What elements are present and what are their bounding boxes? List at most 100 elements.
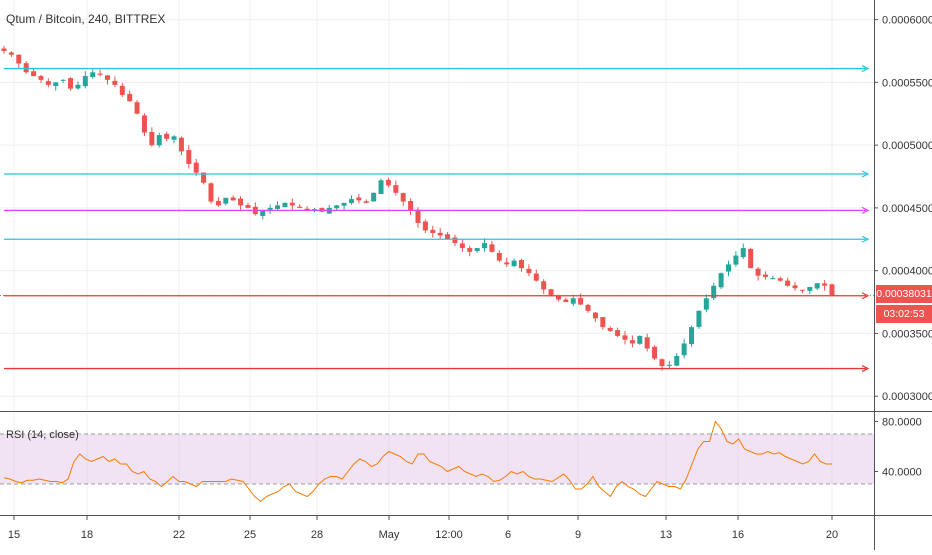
candle [703, 298, 709, 310]
rsi-tick-label: 80.0000 [882, 417, 922, 429]
candle [282, 202, 288, 208]
ray-arrow [861, 206, 870, 214]
candle [829, 284, 835, 296]
candle [149, 132, 155, 146]
candle [230, 197, 236, 201]
countdown-tag: 03:02:53 [876, 305, 932, 323]
candle [75, 84, 81, 89]
candle [607, 327, 613, 331]
candle [23, 63, 29, 73]
candle [592, 312, 598, 319]
candle [733, 255, 739, 265]
candle [467, 248, 473, 252]
chart-title: Qtum / Bitcoin, 240, BITTREX [6, 12, 166, 26]
candle [659, 359, 665, 367]
candle [400, 193, 406, 202]
candle [68, 78, 74, 89]
candle [459, 243, 465, 249]
candle [496, 252, 502, 261]
candle [504, 262, 510, 265]
candle [792, 285, 798, 289]
candle [348, 199, 354, 204]
candle [186, 150, 192, 164]
time-tick-label: May [379, 529, 400, 541]
candle [393, 185, 399, 193]
candle [541, 281, 547, 290]
candle [629, 340, 635, 344]
candle [60, 79, 66, 81]
candle [533, 273, 539, 281]
candle [644, 337, 650, 349]
candle [415, 209, 421, 223]
candle [127, 93, 133, 102]
candle [711, 285, 717, 299]
candle [482, 243, 488, 249]
candle [53, 82, 59, 87]
candle [807, 286, 813, 291]
candle [674, 356, 680, 366]
time-tick-label: 16 [732, 529, 744, 541]
candle [519, 260, 524, 269]
candle [156, 135, 162, 146]
candle [16, 54, 22, 64]
candle [814, 283, 820, 289]
candle [622, 335, 628, 340]
candle [238, 198, 244, 206]
rsi-tick-label: 40.0000 [882, 467, 922, 479]
candle [615, 330, 621, 336]
candle [334, 205, 340, 209]
time-tick-label: 6 [505, 529, 511, 541]
last-price-tag: 0.00038031 [876, 285, 932, 303]
time-tick-label: 12:00 [435, 529, 463, 541]
candle [341, 202, 347, 206]
candle [578, 298, 584, 305]
price-tick-label: 0.00030000 [882, 391, 932, 403]
candle [363, 201, 369, 203]
candle [45, 81, 51, 85]
candle [689, 327, 695, 345]
candle [681, 343, 687, 356]
candle [637, 335, 643, 344]
ray-arrow [861, 235, 870, 243]
time-tick-label: 25 [244, 529, 256, 541]
time-tick-label: 22 [173, 529, 185, 541]
candle [260, 210, 266, 216]
candle [740, 248, 746, 258]
candle [666, 364, 672, 366]
candle [570, 298, 576, 304]
candle [511, 260, 517, 267]
candle [8, 52, 14, 55]
candle [385, 179, 391, 186]
ray-arrow [861, 170, 870, 178]
rsi-label: RSI (14, close) [6, 429, 79, 441]
candle [555, 295, 561, 300]
candle [267, 207, 273, 210]
candle [1, 48, 7, 51]
ray-arrow [861, 65, 870, 73]
candle [289, 202, 295, 206]
time-tick-label: 20 [826, 529, 838, 541]
candle [430, 229, 436, 233]
candle [112, 80, 118, 85]
candle [304, 208, 310, 211]
candle [171, 136, 177, 140]
candle [164, 133, 170, 139]
candle [762, 274, 768, 277]
candle [696, 310, 702, 327]
candle [82, 76, 88, 87]
ray-arrow [861, 292, 870, 300]
time-tick-label: 15 [8, 529, 20, 541]
candle [215, 200, 221, 206]
time-tick-label: 13 [660, 529, 672, 541]
candle [178, 137, 184, 152]
candle [408, 201, 414, 211]
candle [770, 278, 776, 280]
candle [105, 75, 110, 80]
candle [297, 206, 303, 208]
candle [275, 205, 281, 209]
